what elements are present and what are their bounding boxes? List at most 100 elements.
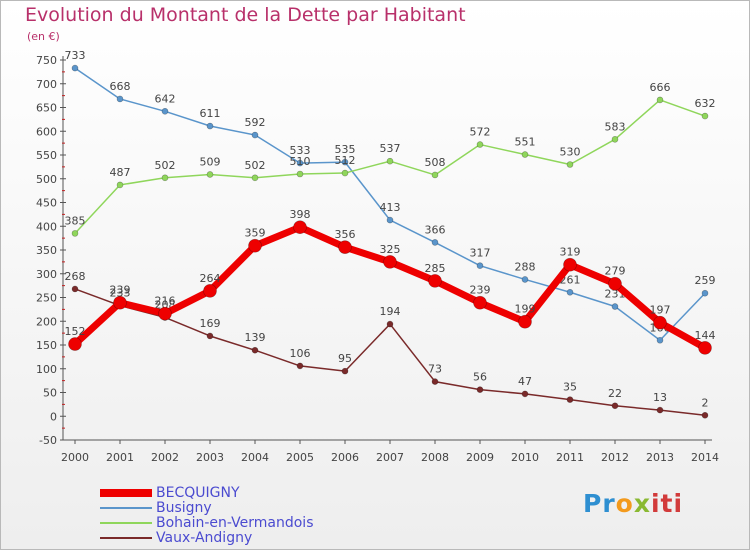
y-tick-label: -50 [39, 434, 57, 447]
data-point [611, 303, 619, 310]
y-tick-label: 300 [36, 268, 57, 281]
data-point [251, 346, 259, 354]
y-tick-label: 250 [36, 292, 57, 305]
data-label: 13 [653, 391, 667, 404]
y-tick-label: 150 [36, 339, 57, 352]
legend-item: Busigny [100, 500, 212, 515]
x-tick-label: 2002 [151, 451, 179, 464]
data-point [116, 181, 124, 189]
x-tick-label: 2010 [511, 451, 539, 464]
y-tick-label: 0 [50, 410, 57, 423]
data-label: 22 [608, 387, 622, 400]
data-point [566, 288, 574, 296]
data-label: 239 [470, 284, 491, 297]
x-tick-label: 2005 [286, 451, 314, 464]
logo-part: iti [650, 489, 684, 518]
y-tick-label: 400 [36, 220, 57, 233]
data-label: 279 [605, 265, 626, 278]
data-label: 47 [518, 375, 532, 388]
data-label: 592 [245, 116, 266, 129]
data-point [566, 161, 574, 168]
data-label: 537 [380, 142, 401, 155]
data-point [296, 159, 304, 167]
data-point [473, 295, 487, 310]
data-point [476, 386, 484, 393]
data-label: 216 [155, 295, 176, 308]
logo-part: x [633, 489, 651, 518]
data-point [116, 95, 124, 103]
data-point [611, 402, 619, 410]
legend-swatch [100, 488, 152, 497]
data-point [521, 390, 529, 398]
data-point [431, 378, 439, 385]
data-point [698, 341, 712, 355]
data-label: 35 [563, 381, 577, 394]
data-label: 73 [428, 363, 442, 376]
data-point [608, 276, 622, 291]
data-point [611, 136, 619, 143]
data-point [341, 169, 349, 177]
data-point [206, 122, 214, 130]
data-point [386, 320, 394, 328]
data-point [701, 411, 709, 419]
data-label: 259 [695, 274, 716, 287]
data-point [341, 367, 349, 375]
data-label: 264 [200, 272, 221, 285]
data-point [521, 151, 529, 158]
data-label: 385 [65, 214, 86, 227]
x-tick-label: 2000 [61, 451, 89, 464]
x-tick-label: 2004 [241, 451, 269, 464]
data-label: 530 [560, 146, 581, 159]
data-point [656, 406, 664, 414]
legend-label: BECQUIGNY [156, 484, 240, 501]
data-label: 533 [290, 144, 311, 157]
data-label: 487 [110, 166, 131, 179]
data-label: 285 [425, 262, 446, 275]
data-point [251, 131, 259, 139]
data-point [203, 284, 217, 298]
data-point [431, 239, 439, 246]
data-point [68, 337, 82, 351]
data-label: 2 [702, 396, 709, 409]
data-point [296, 170, 304, 178]
legend-item: Vaux-Andigny [100, 530, 252, 545]
data-point [386, 216, 394, 224]
data-label: 502 [245, 159, 266, 172]
data-label: 317 [470, 247, 491, 260]
data-label: 239 [110, 284, 131, 297]
data-label: 398 [290, 208, 311, 221]
data-label: 144 [695, 329, 716, 342]
data-point [383, 255, 397, 269]
data-label: 199 [515, 303, 536, 316]
x-tick-label: 2009 [466, 451, 494, 464]
y-tick-label: 200 [36, 315, 57, 328]
data-label: 56 [473, 371, 487, 384]
data-point [161, 174, 169, 182]
data-label: 359 [245, 227, 266, 240]
data-point [431, 171, 439, 179]
x-tick-label: 2003 [196, 451, 224, 464]
legend-label: Busigny [156, 499, 212, 516]
data-label: 572 [470, 126, 491, 139]
data-point [158, 306, 172, 321]
legend-item: Bohain-en-Vermandois [100, 515, 314, 530]
data-label: 632 [695, 97, 716, 110]
y-tick-label: 100 [36, 363, 57, 376]
data-label: 95 [338, 352, 352, 365]
data-point [341, 158, 349, 166]
legend-label: Vaux-Andigny [156, 529, 253, 546]
data-label: 583 [605, 120, 626, 133]
y-tick-label: 450 [36, 197, 57, 210]
data-point [566, 396, 574, 403]
data-label: 106 [290, 347, 311, 360]
legend-item: BECQUIGNY [100, 485, 240, 500]
data-label: 139 [245, 331, 266, 344]
data-point [563, 257, 577, 272]
x-tick-label: 2012 [601, 451, 629, 464]
data-point [476, 262, 484, 269]
data-point [338, 240, 352, 254]
data-label: 668 [110, 80, 131, 93]
x-tick-label: 2006 [331, 451, 359, 464]
